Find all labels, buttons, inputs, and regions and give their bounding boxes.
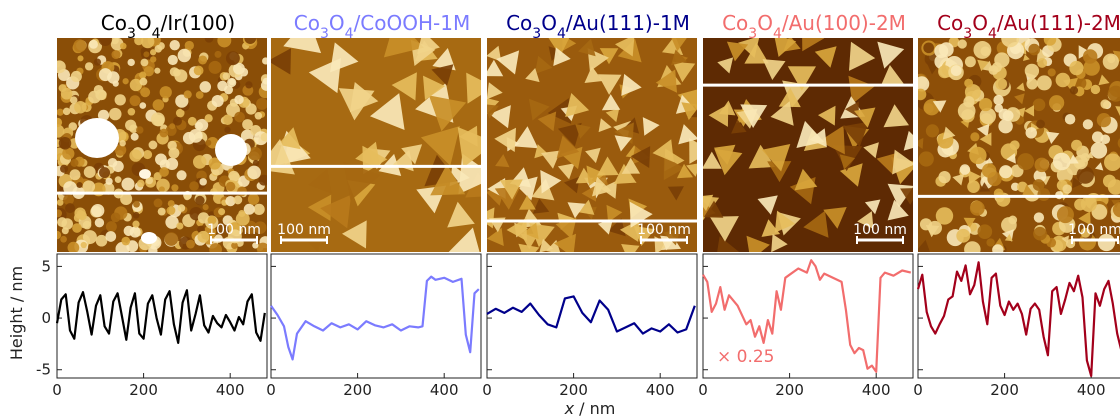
plot-frame xyxy=(270,253,482,379)
plot-frame xyxy=(486,253,698,379)
profile-trace xyxy=(486,295,696,335)
panel-titles: Co3O4/Ir(100) Co3O4/CoOOH-1M Co3O4/Au(111)… xyxy=(101,11,1120,42)
profile-trace xyxy=(702,259,912,373)
x-axis-label: x / nm xyxy=(564,399,616,418)
x-tick-label: 400 xyxy=(1077,381,1106,399)
x-tick-label: 0 xyxy=(52,381,62,399)
x-tick-label: 400 xyxy=(216,381,245,399)
panel-title: Co3O4/Au(111)-2M xyxy=(937,11,1120,42)
panel-title: Co3O4/Ir(100) xyxy=(101,11,235,42)
scale-bar-label: 100 nm xyxy=(637,222,691,238)
y-tick-label: -5 xyxy=(36,361,51,379)
y-axis-label: Height / nm xyxy=(7,266,26,360)
panel-title: Co3O4/Au(100)-2M xyxy=(722,11,906,42)
profile-trace xyxy=(55,289,266,344)
y-tick-label: 5 xyxy=(41,257,51,275)
x-tick-label: 0 xyxy=(913,381,923,399)
plot-frame xyxy=(917,253,1120,379)
x-tick-label: 0 xyxy=(698,381,708,399)
x-tick-label: 0 xyxy=(266,381,276,399)
scale-bar-label: 100 nm xyxy=(853,222,907,238)
x-tick-label: 200 xyxy=(129,381,158,399)
afm-image xyxy=(487,38,697,252)
x-tick-label: 400 xyxy=(862,381,891,399)
scale-factor-annotation: × 0.25 xyxy=(717,347,775,367)
profile-plot: 0 200 400 xyxy=(913,253,1120,399)
panel-title: Co3O4/Au(111)-1M xyxy=(506,11,690,42)
afm-image xyxy=(918,38,1120,252)
x-tick-label: 400 xyxy=(430,381,459,399)
plot-frame xyxy=(702,253,914,379)
afm-image xyxy=(57,38,267,252)
afm-image xyxy=(703,38,913,252)
profile-trace xyxy=(270,275,480,361)
y-tick-label: 0 xyxy=(41,309,51,327)
x-tick-label: 400 xyxy=(646,381,675,399)
afm-images: 100 nm 100 nm 100 nm 100 nm 100 nm xyxy=(57,38,1120,252)
x-tick-label: 200 xyxy=(990,381,1019,399)
profile-trace xyxy=(916,261,1120,377)
afm-image xyxy=(271,38,481,252)
panel-title: Co3O4/CoOOH-1M xyxy=(294,11,470,42)
profile-plot: 0 200 400 × 0.25 xyxy=(698,253,914,399)
scale-bar-label: 100 nm xyxy=(277,222,331,238)
profile-plot: 0 200 400 xyxy=(266,253,482,399)
scale-bar-label: 100 nm xyxy=(1068,222,1120,238)
x-tick-label: 200 xyxy=(343,381,372,399)
x-tick-label: 200 xyxy=(559,381,588,399)
profile-plot: 0 200 400 xyxy=(482,253,698,399)
x-tick-label: 0 xyxy=(482,381,492,399)
scale-bar-label: 100 nm xyxy=(207,222,261,238)
x-tick-label: 200 xyxy=(775,381,804,399)
plot-frame xyxy=(56,253,268,379)
